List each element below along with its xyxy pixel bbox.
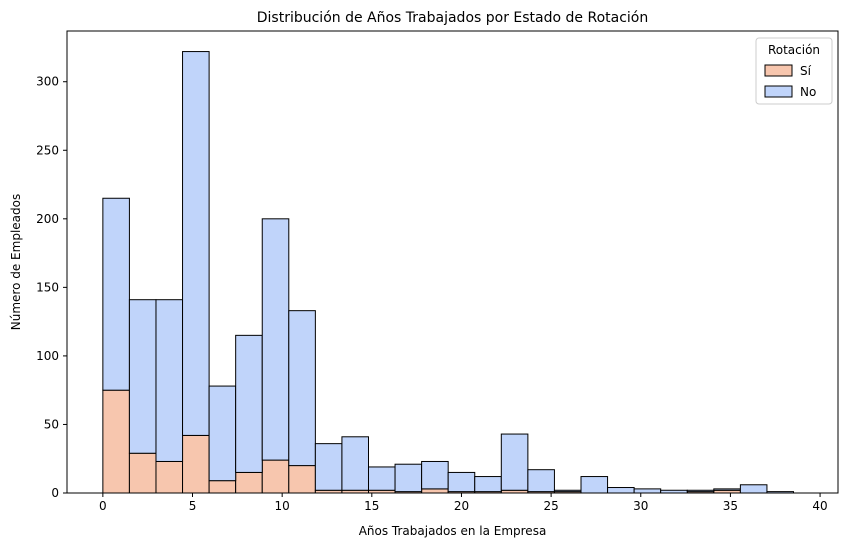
bar-si-bin-2	[155, 460, 184, 494]
bar-no-bin-10	[367, 466, 396, 491]
bar-no-bin-6	[261, 218, 290, 461]
bar-no-bin-8	[314, 443, 343, 491]
bar-no-bin-14	[474, 476, 502, 493]
bar-no-bin-7	[288, 310, 316, 467]
y-tick-label: 300	[36, 75, 59, 89]
x-tick-label: 25	[543, 499, 558, 513]
bar-no-bin-12	[421, 460, 449, 490]
legend-label: Sí	[800, 64, 812, 78]
bar-si-bin-3	[182, 434, 210, 494]
chart-title: Distribución de Años Trabajados por Esta…	[257, 10, 648, 26]
axes-frame	[66, 30, 839, 494]
bar-si-bin-5	[235, 471, 263, 494]
bar-si-bin-6	[261, 459, 290, 494]
bar-no-bin-13	[447, 471, 476, 493]
x-axis-ticks: 0 5 10 15 20 25 30 35 40	[99, 493, 828, 513]
bar-no-bin-11	[394, 463, 423, 493]
bars-group	[102, 51, 795, 494]
y-tick-label: 50	[44, 417, 59, 431]
x-tick-label: 40	[812, 499, 827, 513]
bar-no-bin-5	[235, 334, 263, 473]
y-axis-ticks: 0 50 100 150 200 250 300	[36, 75, 67, 500]
bar-no-bin-4	[208, 385, 237, 482]
x-tick-label: 30	[633, 499, 648, 513]
x-tick-label: 10	[275, 499, 290, 513]
bar-si-bin-1	[128, 452, 157, 494]
bar-no-bin-3	[182, 51, 210, 436]
bar-no-bin-23	[713, 488, 741, 491]
legend-swatch	[764, 64, 793, 77]
y-tick-label: 200	[36, 212, 59, 226]
legend-items: Sí No	[764, 64, 816, 99]
x-axis-label: Años Trabajados en la Empresa	[359, 524, 547, 538]
legend-swatch	[764, 85, 793, 98]
bar-no-bin-9	[341, 436, 369, 491]
x-tick-label: 20	[454, 499, 469, 513]
y-tick-label: 250	[36, 143, 59, 157]
bar-no-bin-0	[102, 197, 130, 391]
bar-si-bin-12	[421, 488, 449, 494]
x-tick-label: 35	[723, 499, 738, 513]
x-tick-label: 5	[189, 499, 197, 513]
bar-no-bin-22	[686, 489, 715, 493]
bar-si-bin-7	[288, 465, 316, 494]
bar-no-bin-15	[500, 433, 529, 491]
bar-no-bin-16	[527, 469, 555, 493]
y-axis-label: Número de Empleados	[9, 194, 23, 330]
legend-label: No	[800, 85, 816, 99]
bar-si-bin-4	[208, 480, 237, 494]
bar-no-bin-2	[155, 299, 184, 462]
bar-no-bin-19	[607, 487, 635, 494]
bar-no-bin-1	[128, 299, 157, 454]
legend-title: Rotación	[768, 43, 820, 57]
bar-no-bin-24	[739, 484, 768, 494]
bar-no-bin-20	[633, 488, 662, 494]
legend: Rotación Sí No	[755, 37, 833, 105]
bar-si-bin-0	[102, 389, 130, 494]
y-tick-label: 0	[51, 486, 59, 500]
x-tick-label: 15	[364, 499, 379, 513]
y-tick-label: 150	[36, 280, 59, 294]
y-tick-label: 100	[36, 349, 59, 363]
bar-no-bin-17	[553, 489, 582, 493]
bar-no-bin-18	[580, 476, 609, 494]
x-tick-label: 0	[99, 499, 107, 513]
